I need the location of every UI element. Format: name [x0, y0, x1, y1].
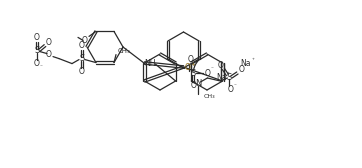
Text: CH₃: CH₃	[118, 48, 131, 54]
Text: NH: NH	[144, 58, 156, 68]
Text: O: O	[218, 60, 223, 70]
Text: ⁺: ⁺	[227, 73, 230, 77]
Text: CH₃: CH₃	[203, 94, 215, 99]
Text: S: S	[79, 54, 85, 63]
Text: O: O	[82, 36, 88, 45]
Text: O: O	[34, 59, 40, 68]
Text: ⁻: ⁻	[211, 68, 214, 73]
Text: O: O	[190, 81, 196, 91]
Text: Na: Na	[216, 74, 226, 82]
Text: S: S	[190, 69, 196, 77]
Text: N: N	[195, 78, 202, 88]
Text: ⁻: ⁻	[234, 85, 237, 90]
Text: O: O	[185, 62, 190, 72]
Text: ⁻: ⁻	[39, 65, 42, 70]
Text: S: S	[34, 46, 39, 55]
Text: ⁺: ⁺	[252, 57, 255, 62]
Text: Na: Na	[240, 58, 251, 68]
Text: +: +	[190, 61, 195, 67]
Text: O: O	[187, 55, 193, 65]
Text: O: O	[239, 66, 244, 74]
Text: O: O	[79, 67, 85, 76]
Text: O: O	[46, 50, 52, 59]
Text: O: O	[204, 69, 210, 77]
Text: O: O	[227, 86, 233, 94]
Text: S: S	[227, 73, 232, 81]
Text: O: O	[79, 41, 85, 50]
Text: O: O	[34, 33, 40, 42]
Text: O: O	[46, 38, 52, 47]
